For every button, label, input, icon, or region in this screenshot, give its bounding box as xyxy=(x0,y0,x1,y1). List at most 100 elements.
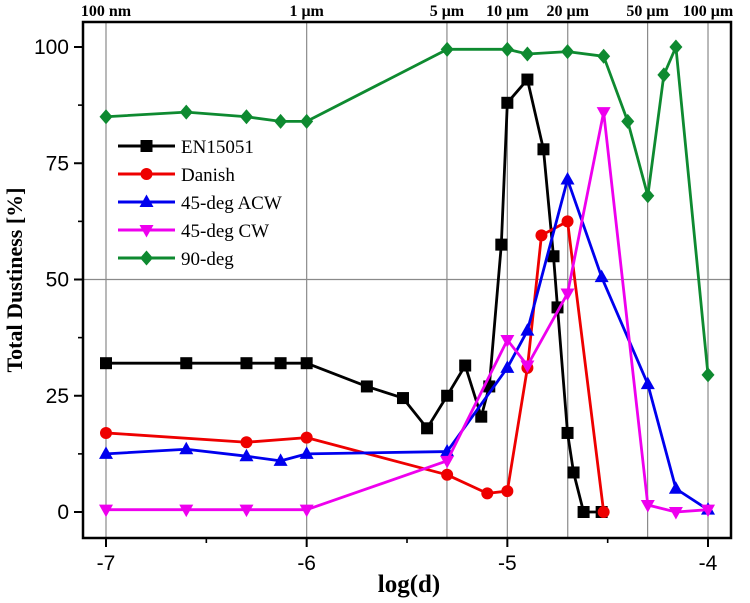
top-axis-label: 50 μm xyxy=(626,3,669,20)
y-tick-label: 25 xyxy=(46,385,69,408)
top-axis-label: 100 μm xyxy=(683,3,734,20)
marker-triangle-up xyxy=(239,448,254,462)
marker-diamond xyxy=(239,109,253,125)
legend-label: 90-deg xyxy=(181,249,234,270)
y-axis-title: Total Dustiness [%] xyxy=(2,188,27,373)
marker-circle xyxy=(441,468,454,481)
legend: EN15051 Danish 45-deg ACW 45-deg CW 90-deg xyxy=(118,137,282,270)
marker-square xyxy=(495,238,508,251)
marker-diamond xyxy=(520,46,534,62)
axes-layer: 0 25 50 75 100 -7 -6 -5 -4 xyxy=(34,36,718,575)
series-en15051 xyxy=(100,73,608,518)
marker-diamond xyxy=(500,41,514,57)
marker-diamond xyxy=(657,67,671,83)
marker-diamond xyxy=(621,113,635,129)
marker-triangle-up xyxy=(99,446,113,459)
marker-square xyxy=(360,380,373,393)
marker-circle xyxy=(535,229,548,242)
top-axis-label: 100 nm xyxy=(81,3,132,20)
x-tick-label: -4 xyxy=(699,552,718,575)
legend-label: Danish xyxy=(181,165,235,186)
marker-square xyxy=(274,357,287,370)
marker-circle xyxy=(240,436,253,449)
y-tick-label: 50 xyxy=(46,269,69,292)
marker-square xyxy=(567,466,580,479)
y-tick-label: 100 xyxy=(34,36,69,59)
marker-diamond xyxy=(669,39,683,55)
marker-triangle-down xyxy=(440,455,455,469)
marker-square xyxy=(441,389,454,402)
marker-square xyxy=(300,357,313,370)
marker-diamond xyxy=(641,188,655,204)
marker-triangle-up xyxy=(520,323,535,336)
marker-diamond xyxy=(440,41,454,57)
marker-triangle-up xyxy=(179,441,194,455)
marker-triangle-down xyxy=(139,225,154,238)
marker-triangle-up xyxy=(299,446,314,459)
marker-circle xyxy=(140,168,153,180)
marker-diamond xyxy=(300,113,314,129)
top-axis-label: 20 μm xyxy=(547,3,590,20)
marker-triangle-down xyxy=(596,107,611,120)
marker-circle xyxy=(501,485,514,498)
marker-triangle-down xyxy=(299,504,314,518)
marker-square xyxy=(180,357,193,370)
marker-triangle-up xyxy=(500,360,515,373)
marker-square xyxy=(421,422,434,435)
marker-triangle-down xyxy=(239,504,254,518)
legend-label: EN15051 xyxy=(181,137,254,158)
marker-triangle-down xyxy=(560,288,575,301)
marker-triangle-down xyxy=(99,504,113,518)
x-tick-label: -7 xyxy=(97,552,116,575)
y-tick-label: 75 xyxy=(46,152,69,175)
marker-circle xyxy=(597,506,610,518)
gridlines xyxy=(83,22,731,538)
x-axis-title: log(d) xyxy=(378,571,441,598)
x-tick-label: -5 xyxy=(498,552,517,575)
legend-label: 45-deg CW xyxy=(181,221,269,242)
marker-square xyxy=(577,506,590,518)
legend-label: 45-deg ACW xyxy=(181,193,282,214)
legend-item-danish: Danish xyxy=(118,165,235,186)
marker-square xyxy=(459,359,472,372)
top-axis-label: 1 μm xyxy=(289,3,324,20)
marker-triangle-down xyxy=(500,334,515,348)
marker-diamond xyxy=(597,48,611,64)
legend-item-45-deg-cw: 45-deg CW xyxy=(118,221,269,242)
y-tick-label: 0 xyxy=(57,501,69,524)
series-line xyxy=(106,110,709,514)
marker-square xyxy=(561,426,574,439)
marker-circle xyxy=(300,431,313,444)
marker-triangle-down xyxy=(701,504,716,518)
marker-square xyxy=(521,73,534,86)
marker-diamond xyxy=(701,367,715,383)
marker-square xyxy=(547,250,560,263)
marker-triangle-down xyxy=(668,507,683,520)
marker-triangle-up xyxy=(273,453,288,466)
marker-diamond xyxy=(274,113,288,129)
marker-triangle-down xyxy=(179,504,194,518)
marker-triangle-up xyxy=(640,376,655,390)
marker-circle xyxy=(100,426,112,439)
legend-item-45-deg-acw: 45-deg ACW xyxy=(118,193,282,214)
marker-diamond xyxy=(140,250,153,266)
marker-square xyxy=(396,392,409,405)
top-axis-label: 10 μm xyxy=(486,3,529,20)
marker-square xyxy=(240,357,253,370)
marker-circle xyxy=(561,215,574,228)
marker-triangle-up xyxy=(594,269,609,283)
marker-square xyxy=(501,96,514,109)
series-danish xyxy=(100,215,610,518)
marker-diamond xyxy=(99,109,113,125)
marker-triangle-down xyxy=(520,360,535,374)
marker-square xyxy=(537,143,550,156)
series-layer xyxy=(99,39,716,520)
marker-triangle-up xyxy=(139,194,154,207)
marker-square xyxy=(100,357,112,370)
top-axis-label: 5 μm xyxy=(430,3,465,20)
marker-circle xyxy=(481,487,494,500)
marker-triangle-up xyxy=(560,172,575,185)
series-line xyxy=(106,78,602,514)
